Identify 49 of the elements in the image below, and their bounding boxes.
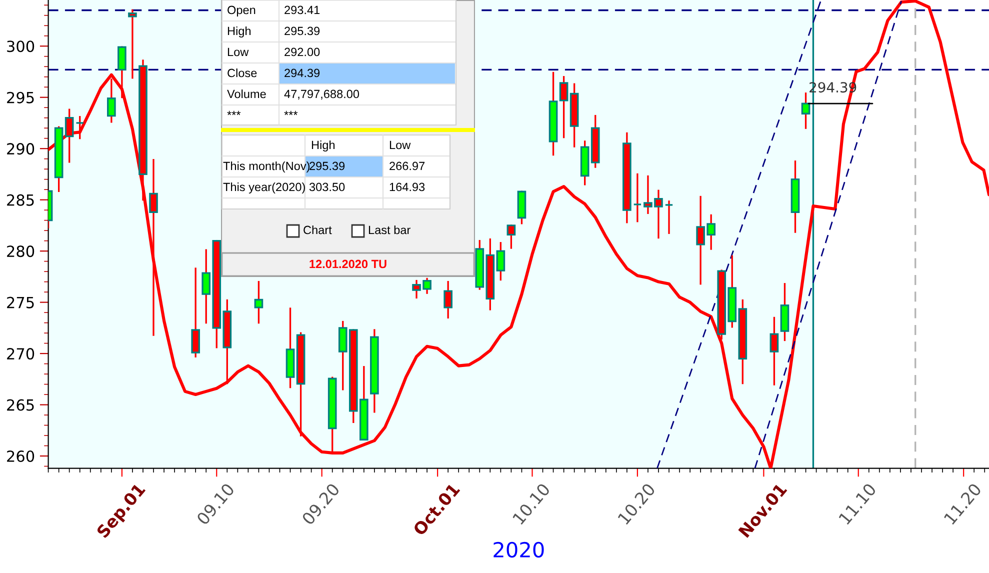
annotation: High [228,26,251,38]
candlestick [118,46,126,98]
annotation: 12.01.2020 TU [310,260,386,268]
y-tick-label: 285 [7,194,34,206]
x-axis-title: 2020 [494,542,544,558]
candlestick [191,268,200,358]
annotation: 295.39 [310,162,345,170]
candlestick [128,9,137,79]
annotation: 303.50 [309,182,345,192]
annotation: Low [390,140,411,150]
annotation: Chart [304,225,332,234]
annotation: This year(2020) [223,182,305,194]
y-tick-label: 300 [7,40,34,52]
annotation: 164.93 [390,182,425,192]
candlestick [149,159,158,336]
annotation: 292.00 [284,48,320,56]
y-tick-label: 270 [7,348,34,360]
annotation: Open [228,6,256,17]
candlestick [444,280,452,318]
candlestick [664,200,674,234]
y-tick-label: 290 [7,143,34,155]
annotation: Volume [227,90,266,98]
candlestick [506,224,516,249]
annotation: This month(Nov) [223,162,310,172]
y-tick-label: 265 [7,399,34,411]
y-tick-label: 260 [7,450,34,462]
annotation: 294.39 [284,68,320,78]
candlestick [559,76,568,138]
annotation: 293.41 [284,6,320,14]
annotation: Low [228,48,249,56]
annotation: *** [227,110,241,116]
annotation: Close [228,68,257,78]
annotation: 47,797,688.00 [284,90,360,100]
candlestick [801,92,810,129]
annotation: High [312,140,335,152]
candlestick [107,78,116,123]
candlestick [75,116,84,140]
candlestick [770,316,779,386]
y-tick-label: 280 [7,246,34,258]
y-tick-label: 295 [7,92,34,104]
annotation: 266.97 [390,162,425,170]
candlestick [64,108,74,163]
annotation: 295.39 [284,26,320,36]
candlestick [254,280,264,324]
y-tick-label: 275 [7,296,34,308]
candlestick [633,173,642,222]
candlestick [496,242,506,281]
annotation: Last bar [368,225,410,234]
annotation: *** [284,110,298,116]
